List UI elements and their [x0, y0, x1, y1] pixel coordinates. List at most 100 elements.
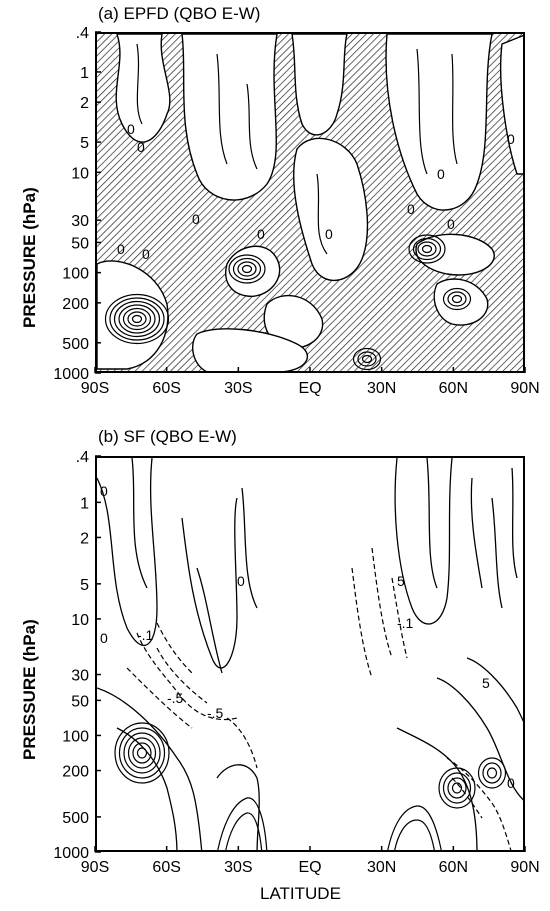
panel-b-title: (b) SF (QBO E-W)	[98, 427, 237, 446]
panel-b-contour-line-solid	[116, 727, 178, 850]
panel-b-contour-line-solid	[131, 458, 148, 589]
panel-b-contour-ring	[477, 757, 507, 789]
panel-a-contour-ring	[442, 287, 472, 311]
panel-b-contour-ring	[451, 782, 463, 794]
panel-a-ytick-label: 100	[62, 266, 89, 283]
panel-b-contour-label: -.1	[397, 615, 414, 631]
panel-a-xtick-label: 30N	[367, 380, 396, 397]
panel-b-contour-hump	[387, 805, 442, 850]
panel-a-contour-region	[115, 34, 171, 143]
panel-a-xtick-label: 90S	[81, 380, 109, 397]
panel-b-contour-label: 0	[100, 483, 108, 499]
panel-a-contour-label: 0	[192, 211, 200, 227]
panel-b-contour-label: 5	[482, 675, 490, 691]
panel-b-contour-ring	[482, 762, 502, 784]
panel-b-xtick-label: EQ	[298, 859, 321, 876]
panel-b-contour-line-dashed	[156, 622, 193, 674]
panel-a-contour-line	[246, 83, 258, 170]
panel-a-contour-ring	[451, 294, 463, 304]
panel-b-contour-ring	[114, 722, 170, 784]
panel-a-contour-region	[191, 328, 309, 371]
panel-b-contour-line-dashed	[136, 632, 238, 721]
panel-a-contour-ring	[357, 351, 377, 367]
panel-a-ytick-label: 2	[80, 95, 89, 112]
panel-b-contour-label: 0	[507, 775, 515, 791]
panel-a-xtick-label: 60N	[439, 380, 468, 397]
panel-b-contour-line-dashed	[446, 757, 512, 850]
panel-b-contour-line-solid	[216, 764, 260, 850]
panel-a-contour-region	[499, 34, 523, 175]
panel-b-contour-ring	[123, 732, 161, 774]
panel-a-contour-ring	[421, 244, 433, 254]
panel-a-contour-line	[451, 53, 458, 165]
panel-a-contour-ring	[122, 307, 152, 331]
panel-a-xtick-label: EQ	[298, 380, 321, 397]
panel-a-contour-ring	[241, 264, 253, 274]
panel-b-contour-line-solid	[491, 497, 503, 609]
panel-a-contour-region	[415, 233, 495, 276]
panel-b-xtick-label: 30S	[224, 859, 252, 876]
panel-b-contour-label: 0	[100, 630, 108, 646]
panel-a-contour-ring	[127, 311, 147, 327]
panel-a-contour-label: 0	[407, 201, 415, 217]
panel-a-contour-region	[291, 34, 348, 136]
panel-a-contour-ring	[237, 261, 257, 277]
panel-b-contour-hump	[394, 819, 435, 850]
panel-b-ylabel: PRESSURE (hPa)	[20, 619, 39, 760]
panel-b-ytick-label: 30	[71, 668, 89, 685]
panel-b-contour-line-solid	[97, 687, 203, 850]
panel-b-contour-ring	[118, 727, 166, 779]
panel-a-contour-ring	[447, 291, 467, 307]
panel-a-ytick-label: 5	[80, 135, 89, 152]
panel-a-contour-ring	[131, 314, 143, 324]
panel-a-contour-ring	[113, 300, 161, 338]
panel-b-contour-line-solid	[470, 477, 483, 589]
panel-a-ylabel: PRESSURE (hPa)	[20, 187, 39, 328]
panel-b-contour-label: -.5	[167, 690, 184, 706]
panel-b-xtick-label: 90N	[510, 859, 539, 876]
panel-a-ytick-label: 10	[71, 165, 89, 182]
panel-b-contour-hump	[217, 797, 268, 850]
panel-a-contour-ring	[417, 241, 437, 257]
panel-a-ytick-label: .4	[76, 25, 89, 42]
panel-a-contour-region	[293, 137, 369, 281]
panel-b-ytick-label: 2	[80, 530, 89, 547]
panel-b-ytick-label: 200	[62, 764, 89, 781]
panel-b-contour-line-dashed	[126, 667, 193, 729]
panel-a-contour-ring	[232, 257, 262, 281]
panel-b-contour-line-dashed	[391, 577, 408, 659]
panel-b-contour-line-solid	[394, 458, 453, 625]
panel-a-contour-ring	[361, 354, 373, 364]
panel-b-contour-line-solid	[97, 458, 158, 647]
panel-b-contour-label: 0	[237, 573, 245, 589]
panel-b-contour-label: -.1	[137, 627, 154, 643]
panel-a-contour-label: 0	[117, 241, 125, 257]
panel-b-xtick-label: 60N	[439, 859, 468, 876]
panel-a-contour-line	[316, 173, 328, 255]
panel-b-contour-ring	[447, 777, 467, 799]
panel-a-xtick-label: 60S	[152, 380, 180, 397]
panel-a-ytick-label: 500	[62, 336, 89, 353]
panel-a-ytick-label: 1	[80, 65, 89, 82]
panel-b-contour-line-dashed	[351, 567, 373, 679]
panel-a-contour-region	[263, 294, 324, 349]
panel-b-contour-line-solid	[181, 497, 238, 669]
panel-a-contour-line	[416, 48, 428, 175]
panel-b-contour-ring	[486, 767, 498, 779]
panel-a-xtick-label: 30S	[224, 380, 252, 397]
panel-a-contour-region	[225, 245, 281, 297]
panel-b-contour-ring	[438, 767, 476, 809]
panel-b-ytick-label: 100	[62, 728, 89, 745]
panel-b-contour-line-dashed	[371, 547, 393, 659]
panel-b-contour-ring	[132, 742, 152, 764]
panel-a-contour-ring	[352, 347, 382, 371]
panel-b-contour-line-solid	[241, 487, 258, 609]
panel-a-contour-ring	[118, 304, 156, 334]
panel-a-contour-ring	[408, 234, 446, 264]
panel-b-contour-line-solid	[436, 677, 523, 801]
panel-a-contour-label: 0	[257, 226, 265, 242]
panel-b-contour-hump	[225, 812, 263, 850]
panel-a-contour-label: 0	[447, 216, 455, 232]
panel-b-contour-ring	[136, 747, 148, 759]
